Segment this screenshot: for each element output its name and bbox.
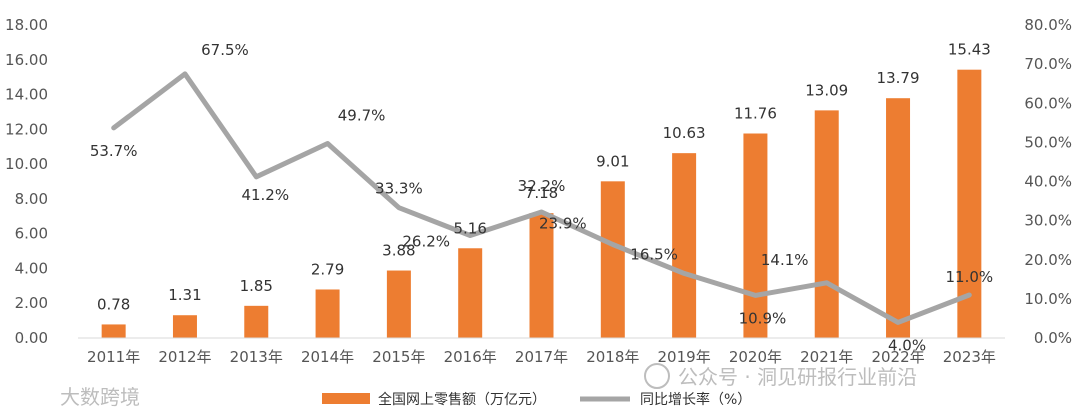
line-series bbox=[111, 71, 972, 325]
y-left-tick-label: 0.00 bbox=[15, 329, 48, 347]
y-left-tick-label: 6.00 bbox=[15, 225, 48, 243]
bar bbox=[458, 248, 483, 338]
wechat-icon bbox=[644, 363, 670, 389]
legend-line-label: 同比增长率（%） bbox=[640, 391, 751, 408]
x-tick-label: 2021年 bbox=[800, 348, 853, 366]
bar-value-label: 0.78 bbox=[97, 295, 130, 313]
y-right-tick-label: 50.0% bbox=[1024, 133, 1072, 151]
line-value-label: 33.3% bbox=[375, 180, 423, 198]
bar-value-label: 7.18 bbox=[525, 184, 558, 202]
y-left-tick-label: 4.00 bbox=[15, 259, 48, 277]
x-tick-label: 2013年 bbox=[230, 348, 283, 366]
line-value-label: 23.9% bbox=[539, 214, 587, 232]
y-right-tick-label: 20.0% bbox=[1024, 251, 1072, 269]
x-tick-label: 2016年 bbox=[444, 348, 497, 366]
bar bbox=[886, 98, 911, 339]
watermark-left: 大数跨境 bbox=[60, 385, 140, 409]
x-tick-label: 2019年 bbox=[658, 348, 711, 366]
growth-line bbox=[111, 71, 972, 325]
y-left-tick-label: 8.00 bbox=[15, 190, 48, 208]
x-tick-label: 2018年 bbox=[586, 348, 639, 366]
bar bbox=[672, 153, 697, 338]
y-right-tick-label: 60.0% bbox=[1024, 94, 1072, 112]
bar bbox=[244, 305, 269, 338]
y-left-tick-label: 10.00 bbox=[5, 155, 48, 173]
watermark-right: 公众号 · 洞见研报行业前沿 bbox=[644, 363, 917, 389]
line-value-label: 26.2% bbox=[402, 232, 450, 250]
y-right-tick-label: 80.0% bbox=[1024, 16, 1072, 34]
line-value-label: 53.7% bbox=[90, 142, 138, 160]
y-right-tick-label: 70.0% bbox=[1024, 55, 1072, 73]
x-tick-label: 2022年 bbox=[871, 348, 924, 366]
x-axis: 2011年 2012年 2013年 2014年 2015年 2016年 2017年 2018年… bbox=[78, 337, 1005, 366]
bar-value-label: 13.09 bbox=[805, 81, 848, 99]
legend-bar-swatch bbox=[322, 393, 370, 404]
bar-value-label: 1.31 bbox=[168, 286, 201, 304]
line-value-label: 32.2% bbox=[518, 177, 566, 195]
bar-value-label: 10.63 bbox=[663, 124, 706, 142]
y-axis-left: 0.00 2.00 4.00 6.00 8.00 10.00 12.00 14.00 16.00… bbox=[5, 16, 48, 347]
bar bbox=[600, 181, 625, 338]
x-tick-label: 2023年 bbox=[943, 348, 996, 366]
x-tick-label: 2015年 bbox=[372, 348, 425, 366]
bar bbox=[529, 213, 554, 338]
y-right-tick-label: 0.0% bbox=[1034, 329, 1072, 347]
bar-data-labels: 0.78 1.31 1.85 2.79 3.88 5.16 7.18 9.01 10.63 11.… bbox=[97, 41, 991, 314]
line-value-label: 11.0% bbox=[946, 268, 994, 286]
y-left-tick-label: 18.00 bbox=[5, 16, 48, 34]
bar-value-label: 13.79 bbox=[877, 69, 920, 87]
legend-bar-label: 全国网上零售额（万亿元） bbox=[378, 391, 546, 408]
line-value-label: 10.9% bbox=[739, 309, 787, 327]
bar-value-label: 9.01 bbox=[596, 152, 629, 170]
bar-value-label: 1.85 bbox=[240, 277, 273, 295]
x-tick-label: 2020年 bbox=[729, 348, 782, 366]
bar bbox=[743, 133, 768, 338]
y-right-tick-label: 10.0% bbox=[1024, 290, 1072, 308]
y-right-tick-label: 30.0% bbox=[1024, 212, 1072, 230]
line-value-label: 14.1% bbox=[761, 251, 809, 269]
bar-value-label: 2.79 bbox=[311, 260, 344, 278]
y-axis-right: 0.0% 10.0% 20.0% 30.0% 40.0% 50.0% 60.0% 70.0% 8… bbox=[1024, 16, 1072, 347]
x-tick-label: 2017年 bbox=[515, 348, 568, 366]
line-value-label: 49.7% bbox=[338, 107, 386, 125]
watermark-right-text: 公众号 · 洞见研报行业前沿 bbox=[678, 365, 917, 389]
bar bbox=[386, 270, 411, 338]
bar-value-label: 11.76 bbox=[734, 105, 777, 123]
bar bbox=[315, 289, 340, 338]
x-tick-label: 2011年 bbox=[87, 348, 140, 366]
bar-value-label: 5.16 bbox=[453, 219, 486, 237]
bar bbox=[172, 315, 197, 338]
x-tick-label: 2012年 bbox=[158, 348, 211, 366]
y-left-tick-label: 16.00 bbox=[5, 51, 48, 69]
line-value-label: 16.5% bbox=[630, 245, 678, 263]
line-value-label: 67.5% bbox=[201, 41, 249, 59]
y-left-tick-label: 14.00 bbox=[5, 86, 48, 104]
legend: 全国网上零售额（万亿元） 同比增长率（%） bbox=[322, 391, 751, 408]
line-value-label: 41.2% bbox=[241, 186, 289, 204]
x-tick-label: 2014年 bbox=[301, 348, 354, 366]
line-value-label: 4.0% bbox=[888, 336, 926, 354]
bar-value-label: 15.43 bbox=[948, 41, 991, 59]
y-right-tick-label: 40.0% bbox=[1024, 173, 1072, 191]
bar bbox=[101, 324, 126, 338]
watermark-left-text: 大数跨境 bbox=[60, 385, 140, 409]
bar-value-label: 3.88 bbox=[382, 242, 415, 260]
bar-series bbox=[101, 69, 982, 339]
y-left-tick-label: 12.00 bbox=[5, 120, 48, 138]
bar bbox=[814, 110, 839, 338]
line-data-labels: 53.7% 67.5% 41.2% 49.7% 33.3% 26.2% 32.2% 23.9%… bbox=[90, 41, 993, 354]
y-left-tick-label: 2.00 bbox=[15, 294, 48, 312]
